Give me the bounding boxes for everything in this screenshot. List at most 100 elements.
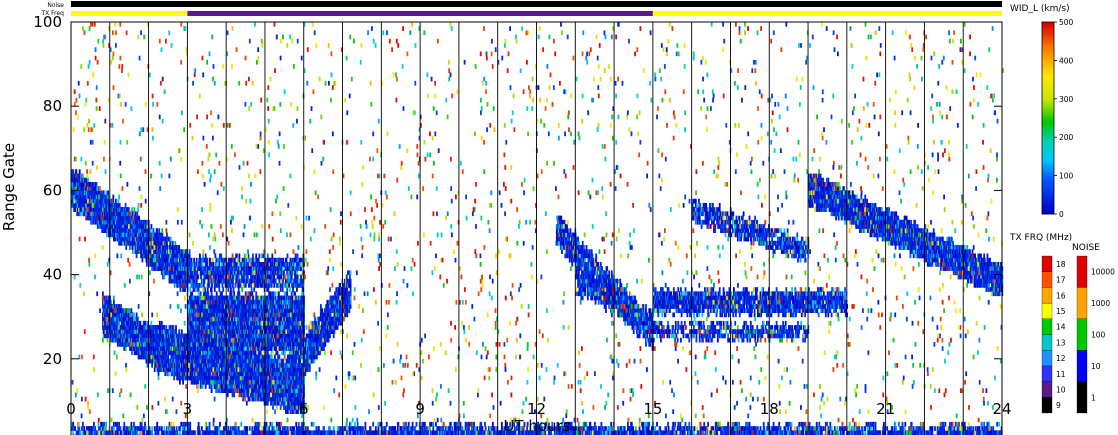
echo-cell bbox=[154, 367, 156, 372]
echo-cell bbox=[204, 350, 206, 355]
txfreq-segment-0 bbox=[71, 11, 187, 16]
echo-cell bbox=[200, 384, 202, 389]
echo-cell bbox=[143, 325, 145, 330]
echo-cell bbox=[280, 405, 282, 410]
echo-cell bbox=[293, 405, 295, 410]
echo-cell bbox=[199, 350, 201, 355]
echo-cell bbox=[217, 346, 219, 351]
echo-cell bbox=[275, 359, 277, 364]
echo-cell bbox=[276, 405, 278, 410]
echo-cell bbox=[170, 325, 172, 330]
echo-cell bbox=[106, 233, 108, 238]
echo-cell bbox=[211, 291, 213, 296]
echo-cell bbox=[183, 249, 185, 254]
echo-cell bbox=[287, 409, 289, 414]
echo-cell bbox=[133, 313, 135, 318]
echo-cell bbox=[129, 329, 131, 334]
echo-cell bbox=[159, 321, 161, 326]
echo-cell bbox=[154, 258, 156, 263]
echo-cell bbox=[99, 190, 101, 195]
echo-cell bbox=[270, 376, 272, 381]
echo-cell bbox=[197, 380, 199, 385]
echo-cell bbox=[279, 355, 281, 360]
echo-cell bbox=[124, 207, 126, 212]
echo-cell bbox=[195, 321, 197, 326]
echo-cell bbox=[209, 334, 211, 339]
echo-cell bbox=[131, 308, 133, 313]
echo-cell bbox=[229, 350, 231, 355]
echo-cell bbox=[158, 228, 160, 233]
echo-cell bbox=[193, 363, 195, 368]
echo-cell bbox=[173, 279, 175, 284]
echo-cell bbox=[217, 350, 219, 355]
echo-cell bbox=[160, 325, 162, 330]
echo-cell bbox=[285, 405, 287, 410]
echo-cell bbox=[79, 169, 81, 174]
echo-cell bbox=[122, 241, 124, 246]
echo-cell bbox=[93, 182, 95, 187]
echo-cell bbox=[221, 291, 223, 296]
echo-cell bbox=[252, 355, 254, 360]
echo-cell bbox=[278, 359, 280, 364]
echo-cell bbox=[118, 304, 120, 309]
noise-bar-label: Noise bbox=[47, 2, 64, 9]
echo-cell bbox=[147, 363, 149, 368]
echo-cell bbox=[173, 376, 175, 381]
echo-cell bbox=[290, 409, 292, 414]
echo-cell bbox=[156, 228, 158, 233]
echo-cell bbox=[137, 321, 139, 326]
echo-cell bbox=[120, 304, 122, 309]
echo-cell bbox=[161, 241, 163, 246]
echo-cell bbox=[274, 355, 276, 360]
echo-cell bbox=[130, 245, 132, 250]
echo-cell bbox=[72, 169, 74, 174]
echo-cell bbox=[98, 224, 100, 229]
echo-cell bbox=[118, 321, 120, 326]
echo-cell bbox=[205, 346, 207, 351]
txfreq-segment-2 bbox=[653, 11, 1002, 16]
echo-cell bbox=[214, 334, 216, 339]
echo-cell bbox=[207, 291, 209, 296]
echo-cell bbox=[259, 355, 261, 360]
echo-cell bbox=[174, 283, 176, 288]
txfreq-segment-1 bbox=[187, 11, 653, 16]
echo-cell bbox=[240, 376, 242, 381]
echo-cell bbox=[272, 405, 274, 410]
echo-cell bbox=[191, 291, 193, 296]
echo-cell bbox=[195, 296, 197, 301]
echo-cell bbox=[80, 211, 82, 216]
echo-cell bbox=[174, 241, 176, 246]
echo-cell bbox=[171, 279, 173, 284]
echo-cell bbox=[131, 207, 133, 212]
echo-cell bbox=[145, 321, 147, 326]
echo-cell bbox=[113, 300, 115, 305]
echo-cell bbox=[212, 384, 214, 389]
echo-cell bbox=[255, 363, 257, 368]
echo-cell bbox=[266, 397, 268, 402]
echo-cell bbox=[102, 291, 104, 296]
echo-cell bbox=[242, 397, 244, 402]
echo-cell bbox=[119, 203, 121, 208]
echo-cell bbox=[146, 258, 148, 263]
echo-cell bbox=[269, 355, 271, 360]
echo-cell bbox=[222, 313, 224, 318]
echo-cell bbox=[105, 190, 107, 195]
echo-cell bbox=[142, 258, 144, 263]
echo-cell bbox=[158, 371, 160, 376]
echo-cell bbox=[155, 266, 157, 271]
echo-cell bbox=[138, 216, 140, 221]
echo-cell bbox=[271, 355, 273, 360]
echo-cell bbox=[131, 350, 133, 355]
echo-cell bbox=[189, 346, 191, 351]
echo-cell bbox=[175, 329, 177, 334]
echo-cell bbox=[107, 338, 109, 343]
echo-cell bbox=[117, 342, 119, 347]
echo-cell bbox=[154, 254, 156, 259]
echo-cell bbox=[202, 384, 204, 389]
echo-cell bbox=[151, 363, 153, 368]
echo-cell bbox=[101, 190, 103, 195]
echo-cell bbox=[103, 190, 105, 195]
echo-cell bbox=[179, 380, 181, 385]
echo-cell bbox=[173, 325, 175, 330]
echo-cell bbox=[151, 321, 153, 326]
